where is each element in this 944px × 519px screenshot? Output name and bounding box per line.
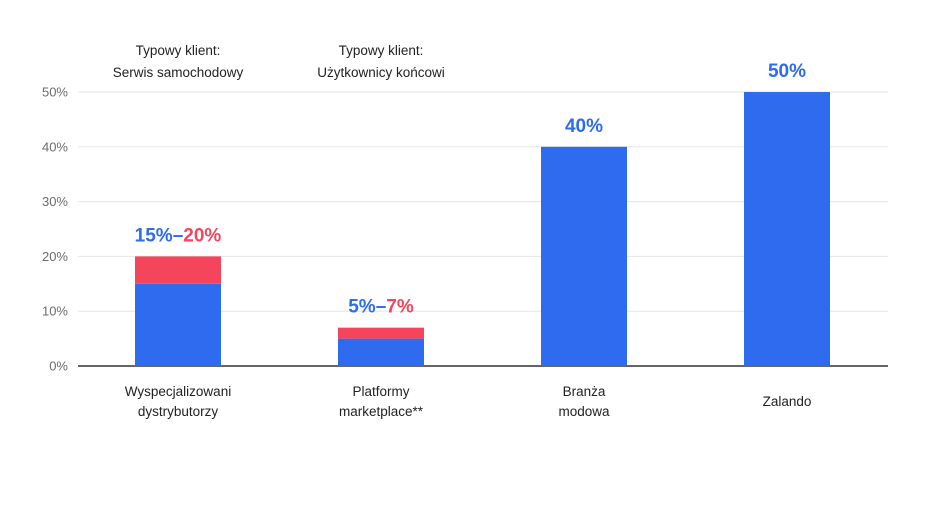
- annotation-text: Serwis samochodowy: [113, 65, 244, 80]
- category-label: Zalando: [763, 394, 812, 409]
- y-tick-label: 20%: [42, 249, 68, 264]
- bar-range-2: [338, 327, 424, 339]
- bar-min-3: [541, 146, 627, 366]
- data-label: 15%–20%: [135, 225, 222, 246]
- bar-min-2: [338, 338, 424, 366]
- data-label-separator: –: [173, 225, 184, 246]
- data-label-low: 5%: [348, 297, 376, 318]
- data-label-low: 15%: [135, 225, 173, 246]
- category-label: marketplace**: [339, 404, 424, 419]
- y-tick-label: 10%: [42, 304, 68, 319]
- y-tick-label: 50%: [42, 85, 68, 100]
- data-label-high: 7%: [386, 297, 414, 318]
- annotation-text: Typowy klient:: [136, 43, 221, 58]
- y-tick-label: 40%: [42, 139, 68, 154]
- annotation-text: Użytkownicy końcowi: [317, 65, 445, 80]
- category-label: Platformy: [352, 384, 409, 399]
- y-tick-label: 0%: [49, 359, 68, 374]
- y-tick-label: 30%: [42, 194, 68, 209]
- data-label: 40%: [565, 116, 603, 137]
- category-label: Branża: [563, 384, 606, 399]
- data-label: 5%–7%: [348, 297, 414, 318]
- bar-min-1: [135, 283, 221, 366]
- data-label: 50%: [768, 61, 806, 82]
- category-label: modowa: [558, 404, 610, 419]
- bar-range-1: [135, 256, 221, 284]
- annotation-text: Typowy klient:: [339, 43, 424, 58]
- data-label-low: 40%: [565, 116, 603, 137]
- data-label-high: 20%: [183, 225, 221, 246]
- bar-min-4: [744, 92, 830, 366]
- category-label: dystrybutorzy: [138, 404, 219, 419]
- data-label-low: 50%: [768, 61, 806, 82]
- category-label: Wyspecjalizowani: [125, 384, 231, 399]
- data-label-separator: –: [376, 297, 387, 318]
